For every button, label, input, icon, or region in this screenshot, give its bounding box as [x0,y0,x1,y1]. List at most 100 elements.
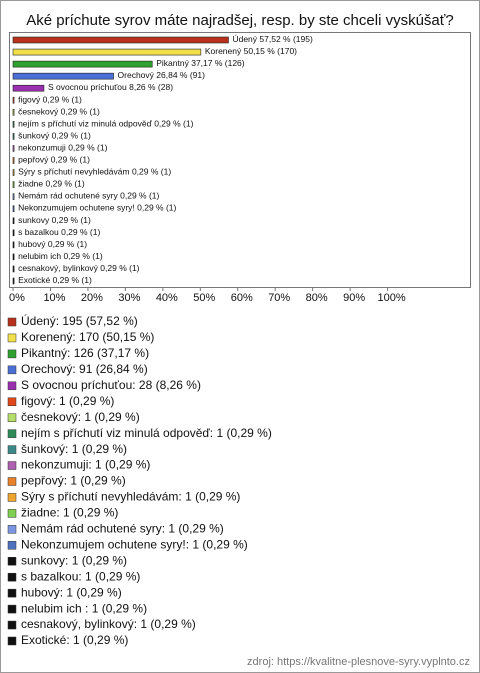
bar [12,133,15,140]
legend-label: Orechový: 91 (26,84 %) [21,362,148,376]
legend-swatch [7,636,17,646]
category-label: nejím s příchutí viz minulá odpověď [18,119,153,129]
bar-label: Korenený 50,15 % (170) [205,46,297,56]
value-label: 0,29 % (1) [63,251,102,261]
value-label: 50,15 % (170) [244,46,298,56]
legend-swatch [7,317,17,327]
category-label: žiadne [18,179,43,189]
legend-label: Pikantný: 126 (37,17 %) [21,346,149,360]
value-label: 8,26 % (28) [129,82,173,92]
bar [12,121,15,128]
bar [12,48,202,56]
legend-label: nekonzumuji: 1 (0,29 %) [21,458,150,472]
category-label: S ovocnou príchuťou [48,82,127,92]
category-label: pepřový [18,155,49,165]
bar-label: nelubim ich 0,29 % (1) [18,251,103,261]
bar-label: s bazalkou 0,29 % (1) [18,227,100,237]
value-label: 0,29 % (1) [43,95,82,105]
value-label: 0,29 % (1) [48,239,87,249]
value-label: 0,29 % (1) [100,263,139,273]
x-tick-label: 50% [193,292,215,304]
value-label: 0,29 % (1) [52,215,91,225]
category-label: nekonzumuji [18,143,66,153]
bar-label: cesnakový, bylinkový 0,29 % (1) [18,263,140,273]
category-label: Orechový [118,70,155,80]
bar [12,36,229,44]
legend-label: sunkovy: 1 (0,29 %) [21,553,127,567]
bar-label: sunkovy 0,29 % (1) [18,215,91,225]
bar-label: nekonzumuji 0,29 % (1) [18,143,107,153]
legend-label: figový: 1 (0,29 %) [21,394,114,408]
legend-label: nelubim ich : 1 (0,29 %) [21,601,147,615]
legend-swatch [7,493,17,502]
category-label: Sýry s příchutí nevyhledávám [18,167,129,177]
legend-swatch [7,604,17,614]
bar [12,109,15,116]
legend-swatch [7,588,17,598]
category-label: česnekový [18,107,59,117]
legend-swatch [7,365,17,375]
legend-label: Nemám rád ochutené syry: 1 (0,29 %) [21,522,224,536]
legend-label: Korenený: 170 (50,15 %) [21,330,154,344]
bar-label: nejím s příchutí viz minulá odpověď 0,29… [18,119,193,129]
value-label: 57,52 % (195) [259,34,313,44]
value-label: 0,29 % (1) [132,167,171,177]
category-label: nelubim ich [18,251,63,261]
bar-label: česnekový 0,29 % (1) [18,107,100,117]
value-label: 0,29 % (1) [154,119,193,129]
category-label: Exotické [18,275,50,285]
x-tick-label: 20% [81,292,103,304]
legend-label: nejím s příchutí viz minulá odpověď: 1 (… [21,426,272,440]
bar [12,145,15,152]
category-label: Korenený [205,46,242,56]
bar [12,84,45,92]
bar-label: S ovocnou príchuťou 8,26 % (28) [48,82,173,92]
x-tick-label: 80% [306,292,328,304]
legend-label: cesnakový, bylinkový: 1 (0,29 %) [21,617,196,631]
category-label: sunkovy [18,215,50,225]
value-label: 0,29 % (1) [120,191,159,201]
legend-swatch [7,541,17,550]
x-tick-label: 90% [343,292,365,304]
source: zdroj: https://kvalitne-plesnove-syry.vy… [247,656,470,668]
bar [12,277,15,285]
x-tick-label: 70% [268,292,290,304]
bar [12,169,15,176]
bar [12,157,15,164]
bar [12,96,15,104]
x-tick-label: 100% [378,292,406,304]
category-label: figový [18,95,41,105]
legend-swatch [7,429,17,438]
legend-swatch [7,572,17,582]
category-label: Nemám rád ochutené syry [18,191,118,201]
legend-swatch [7,477,17,486]
legend-swatch [7,381,17,391]
x-tick-label: 60% [231,292,253,304]
legend-label: Nekonzumujem ochutene syry!: 1 (0,29 %) [21,537,248,551]
legend-label: česnekový: 1 (0,29 %) [21,410,140,424]
legend-swatch [7,525,17,534]
legend-swatch [7,397,17,406]
value-label: 0,29 % (1) [51,155,90,165]
legend-label: žiadne: 1 (0,29 %) [21,506,118,520]
value-label: 0,29 % (1) [61,107,100,117]
legend-label: Sýry s příchutí nevyhledávám: 1 (0,29 %) [21,490,240,504]
x-tick-label: 40% [156,292,178,304]
bar-label: figový 0,29 % (1) [18,95,82,105]
bar [12,241,15,249]
bar [12,229,15,237]
category-label: Nekonzumujem ochutene syry! [18,203,135,213]
bar-label: Orechový 26,84 % (91) [118,70,206,80]
legend-swatch [7,445,17,454]
bar-label: Sýry s příchutí nevyhledávám 0,29 % (1) [18,167,171,177]
category-label: s bazalkou [18,227,59,237]
value-label: 0,29 % (1) [52,131,91,141]
bar-label: Nemám rád ochutené syry 0,29 % (1) [18,191,159,201]
x-tick-label: 10% [43,292,65,304]
legend-label: S ovocnou príchuťou: 28 (8,26 %) [21,378,201,392]
legend-label: hubový: 1 (0,29 %) [21,585,122,599]
category-label: cesnakový, bylinkový [18,263,99,273]
value-label: 0,29 % (1) [53,275,92,285]
bar-label: Pikantný 37,17 % (126) [156,58,245,68]
value-label: 0,29 % (1) [61,227,100,237]
